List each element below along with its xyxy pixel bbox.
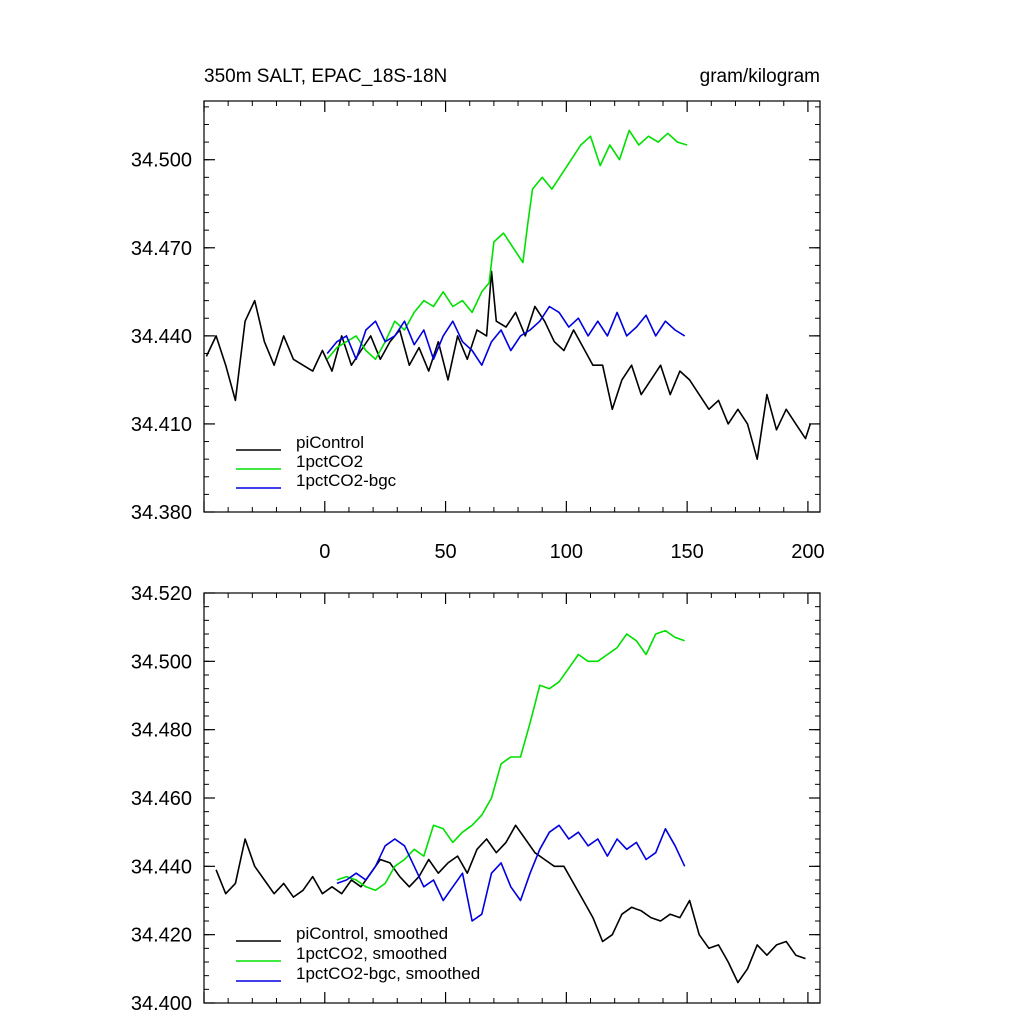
- series-group: [215, 629, 806, 984]
- y-tick-label: 34.520: [131, 583, 192, 605]
- x-tick-label: 100: [550, 541, 583, 563]
- y-tick-label: 34.440: [131, 326, 192, 348]
- y-tick-label: 34.460: [131, 788, 192, 810]
- y-tick-label: 34.500: [131, 651, 192, 673]
- y-tick-label: 34.500: [131, 150, 192, 172]
- y-tick-label: 34.440: [131, 856, 192, 878]
- y-tick-label: 34.420: [131, 925, 192, 947]
- legend-label: 1pctCO2-bgc, smoothed: [296, 964, 480, 983]
- units-label: gram/kilogram: [700, 66, 820, 87]
- y-tick-label: 34.410: [131, 414, 192, 436]
- y-tick-label: 34.470: [131, 238, 192, 260]
- series-line-1pctco2-bgc-smoothed: [336, 824, 686, 922]
- x-tick-label: 50: [434, 541, 456, 563]
- legend-label: 1pctCO2: [296, 452, 363, 471]
- x-tick-label: 0: [319, 541, 330, 563]
- series-line-1pctco2: [326, 129, 688, 361]
- series-line-picontrol-smoothed: [215, 824, 806, 984]
- series-line-picontrol: [205, 270, 812, 461]
- chart-title: 350m SALT, EPAC_18S-18N: [204, 66, 447, 87]
- legend-label: 1pctCO2-bgc: [296, 471, 397, 490]
- y-tick-label: 34.400: [131, 993, 192, 1015]
- legend-label: 1pctCO2, smoothed: [296, 944, 447, 963]
- x-tick-label: 150: [670, 541, 703, 563]
- x-tick-label: 200: [791, 541, 824, 563]
- y-tick-label: 34.480: [131, 720, 192, 742]
- series-line-1pctco2-bgc: [326, 305, 686, 367]
- plot-frame: [203, 100, 821, 513]
- bottom-panel: 34.400 34.420 34.440 34.460 34.480 34.500 34.5…: [131, 583, 821, 1015]
- top-panel: 350m SALT, EPAC_18S-18N gram/kilogram 34…: [131, 66, 825, 563]
- series-group: [205, 129, 812, 461]
- legend-label: piControl, smoothed: [296, 924, 448, 943]
- series-line-1pctco2-smoothed: [336, 629, 685, 892]
- y-tick-label: 34.380: [131, 502, 192, 524]
- legend-label: piControl: [296, 433, 364, 452]
